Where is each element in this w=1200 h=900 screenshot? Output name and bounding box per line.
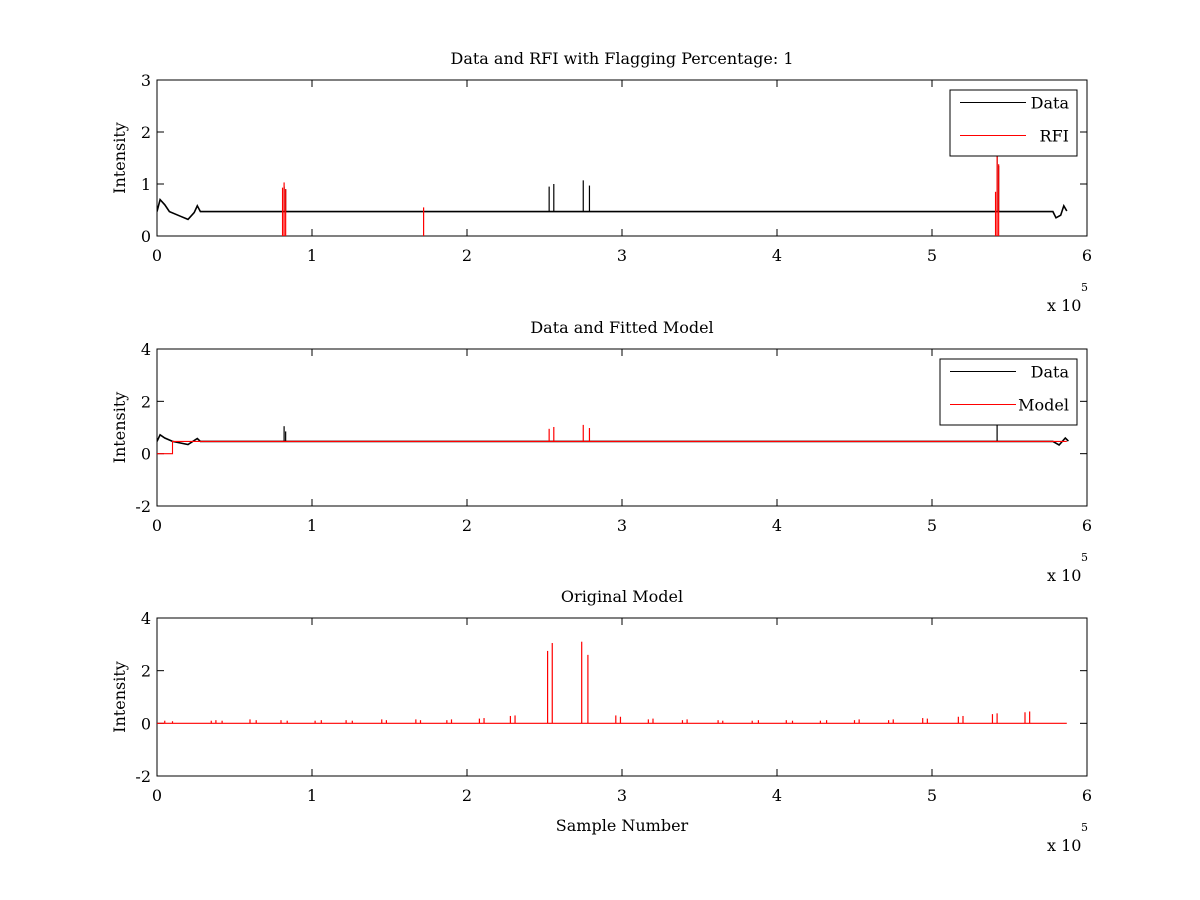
legend-label: Model <box>1018 396 1069 415</box>
y-tick-label: 4 <box>141 340 151 359</box>
series-baseline <box>157 197 1068 221</box>
legend-box <box>939 358 1078 426</box>
x-tick-label: 2 <box>462 246 472 265</box>
x-axis-label: Sample Number <box>556 816 689 835</box>
x-tick-label: 6 <box>1082 786 1092 805</box>
x-tick-label: 0 <box>152 246 162 265</box>
y-axis-label: Intensity <box>110 122 129 194</box>
y-tick-label: 0 <box>141 714 151 733</box>
series-baseline <box>157 440 1067 455</box>
y-tick-label: 1 <box>141 175 151 194</box>
axes-frame <box>156 617 1088 777</box>
chart-title: Data and RFI with Flagging Percentage: 1 <box>450 49 793 68</box>
axes-frame <box>156 348 1088 507</box>
x-scale-label: x 10 <box>1047 836 1081 855</box>
y-tick-label: 2 <box>141 662 151 681</box>
y-axis-label: Intensity <box>110 661 129 733</box>
y-tick-label: 0 <box>141 445 151 464</box>
x-tick-label: 2 <box>462 516 472 535</box>
x-tick-label: 5 <box>927 516 937 535</box>
x-tick-label: 4 <box>772 516 782 535</box>
plot-area <box>157 641 1067 724</box>
y-tick-label: 2 <box>141 123 151 142</box>
x-tick-label: 1 <box>307 516 317 535</box>
y-tick-label: -2 <box>135 497 151 516</box>
x-scale-exponent: 5 <box>1081 281 1088 294</box>
x-tick-label: 6 <box>1082 246 1092 265</box>
x-tick-label: 5 <box>927 786 937 805</box>
x-scale-label: x 10 <box>1047 566 1081 585</box>
x-tick-label: 2 <box>462 786 472 805</box>
chart-title: Data and Fitted Model <box>530 318 713 337</box>
x-tick-label: 1 <box>307 246 317 265</box>
y-tick-label: 3 <box>141 71 151 90</box>
x-tick-label: 3 <box>617 246 627 265</box>
series-model <box>157 641 1067 724</box>
x-tick-label: 4 <box>772 786 782 805</box>
x-tick-label: 6 <box>1082 516 1092 535</box>
plot-area <box>157 152 1068 236</box>
series-model <box>157 424 1067 455</box>
legend-box <box>949 89 1078 157</box>
series-baseline <box>157 433 1069 447</box>
legend: Data Model <box>939 358 1078 426</box>
legend-label: Data <box>1031 363 1070 382</box>
y-tick-label: -2 <box>135 767 151 786</box>
x-tick-label: 3 <box>617 786 627 805</box>
series-rfi <box>281 152 1000 236</box>
chart-title: Original Model <box>561 587 683 606</box>
x-scale-exponent: 5 <box>1081 821 1088 834</box>
x-tick-label: 0 <box>152 516 162 535</box>
axes-frame <box>156 79 1088 237</box>
legend-label: RFI <box>1040 127 1069 146</box>
y-tick-label: 2 <box>141 392 151 411</box>
y-tick-label: 4 <box>141 609 151 628</box>
x-tick-label: 3 <box>617 516 627 535</box>
legend: Data RFI <box>949 89 1078 157</box>
legend-label: Data <box>1031 94 1070 113</box>
x-tick-label: 1 <box>307 786 317 805</box>
x-scale-exponent: 5 <box>1081 551 1088 564</box>
y-tick-label: 0 <box>141 227 151 246</box>
y-axis-label: Intensity <box>110 392 129 464</box>
x-tick-label: 5 <box>927 246 937 265</box>
x-tick-label: 4 <box>772 246 782 265</box>
x-tick-label: 0 <box>152 786 162 805</box>
subplot-1: Data and RFI with Flagging Percentage: 1… <box>110 49 1092 315</box>
x-scale-label: x 10 <box>1047 296 1081 315</box>
